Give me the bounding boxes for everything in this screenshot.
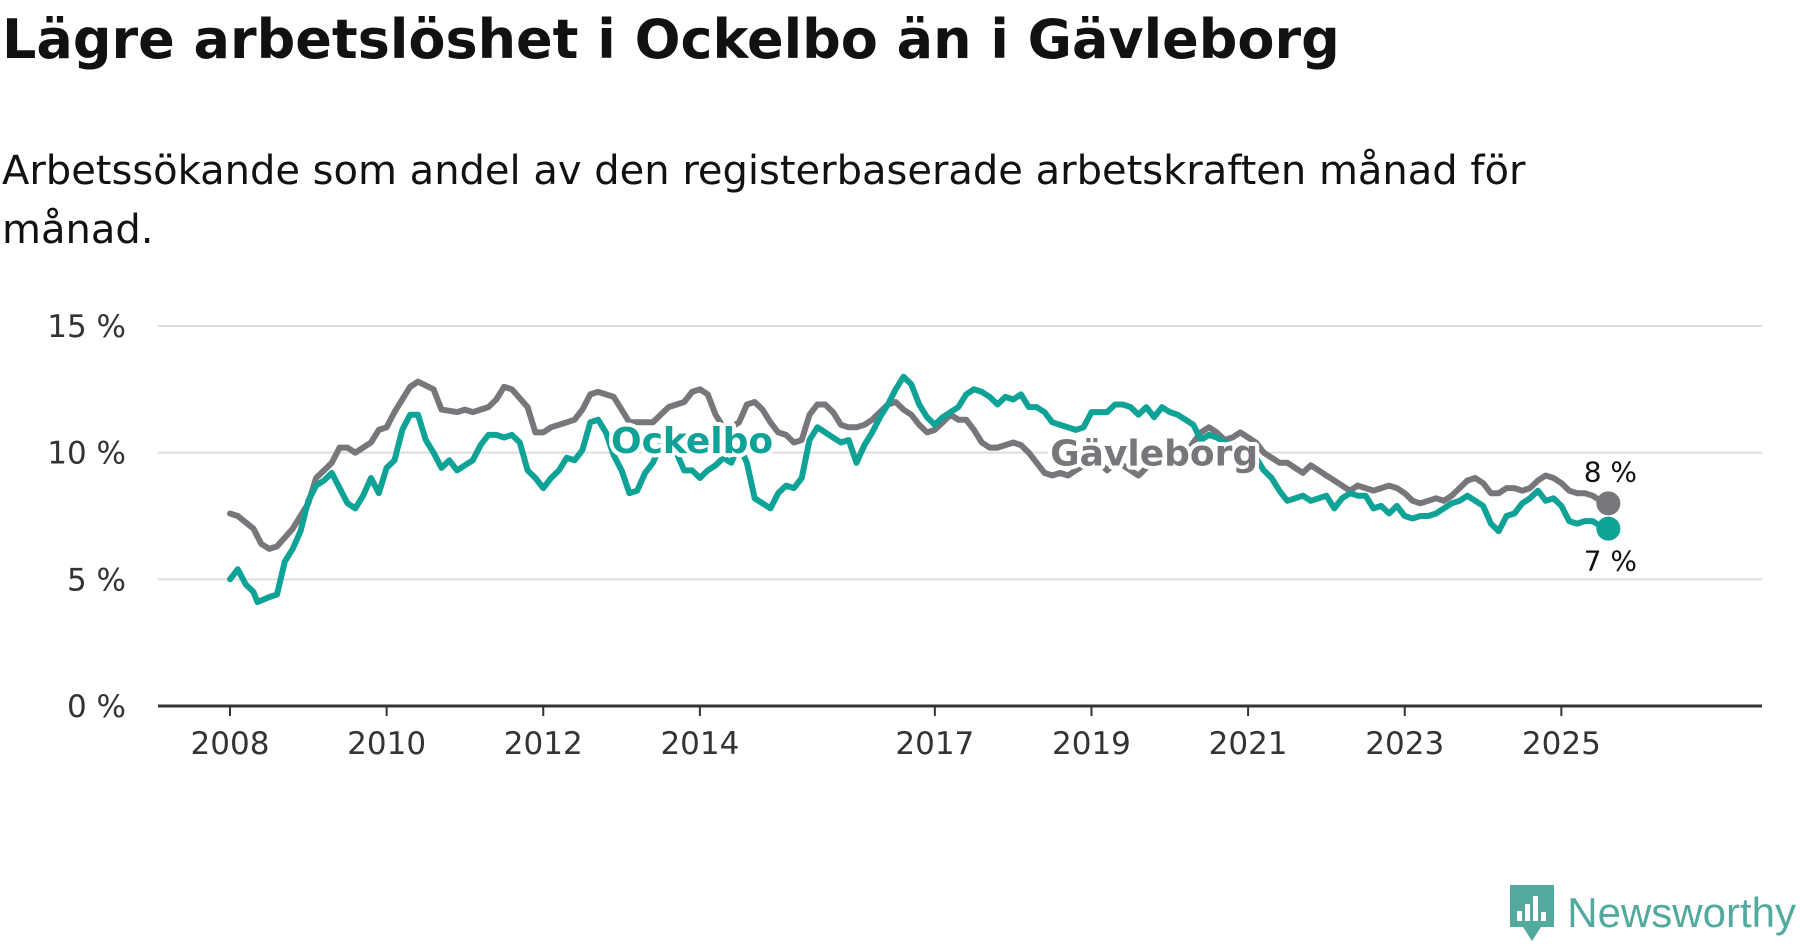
series-line-ockelbo [227,373,1612,606]
newsworthy-logo-icon [1510,885,1555,941]
series-end-marker-ockelbo [1596,516,1621,541]
chart-title: Lägre arbetslöshet i Ockelbo än i Gävleb… [2,8,1340,71]
x-tick-label-2014: 2014 [660,726,739,762]
x-tick-label-2008: 2008 [191,726,270,762]
newsworthy-logo-text: Newsworthy [1567,889,1796,936]
x-tick-label-2012: 2012 [504,726,583,762]
x-tick-label-2023: 2023 [1365,726,1444,762]
y-tick-label-10: 10 % [47,436,126,472]
x-tick-label-2019: 2019 [1052,726,1131,762]
newsworthy-logo: Newsworthy [1507,882,1796,944]
y-tick-label-0: 0 % [67,689,126,725]
x-tick-label-2010: 2010 [347,726,426,762]
x-tick-label-2017: 2017 [895,726,974,762]
x-tick-label-2021: 2021 [1209,726,1288,762]
y-tick-label-5: 5 % [67,562,126,598]
series-label-gavleborg: Gävleborg [1050,434,1258,475]
series-end-label-ockelbo: 7 % [1584,545,1637,578]
series-end-label-gavleborg: 8 % [1584,455,1637,488]
series-label-ockelbo: Ockelbo [611,421,773,462]
y-tick-label-15: 15 % [47,309,126,345]
series-end-marker-gavleborg [1596,491,1621,516]
chart-subtitle: Arbetssökande som andel av den registerb… [2,148,1526,253]
x-tick-label-2025: 2025 [1522,726,1601,762]
series-line-gavleborg [227,378,1612,552]
